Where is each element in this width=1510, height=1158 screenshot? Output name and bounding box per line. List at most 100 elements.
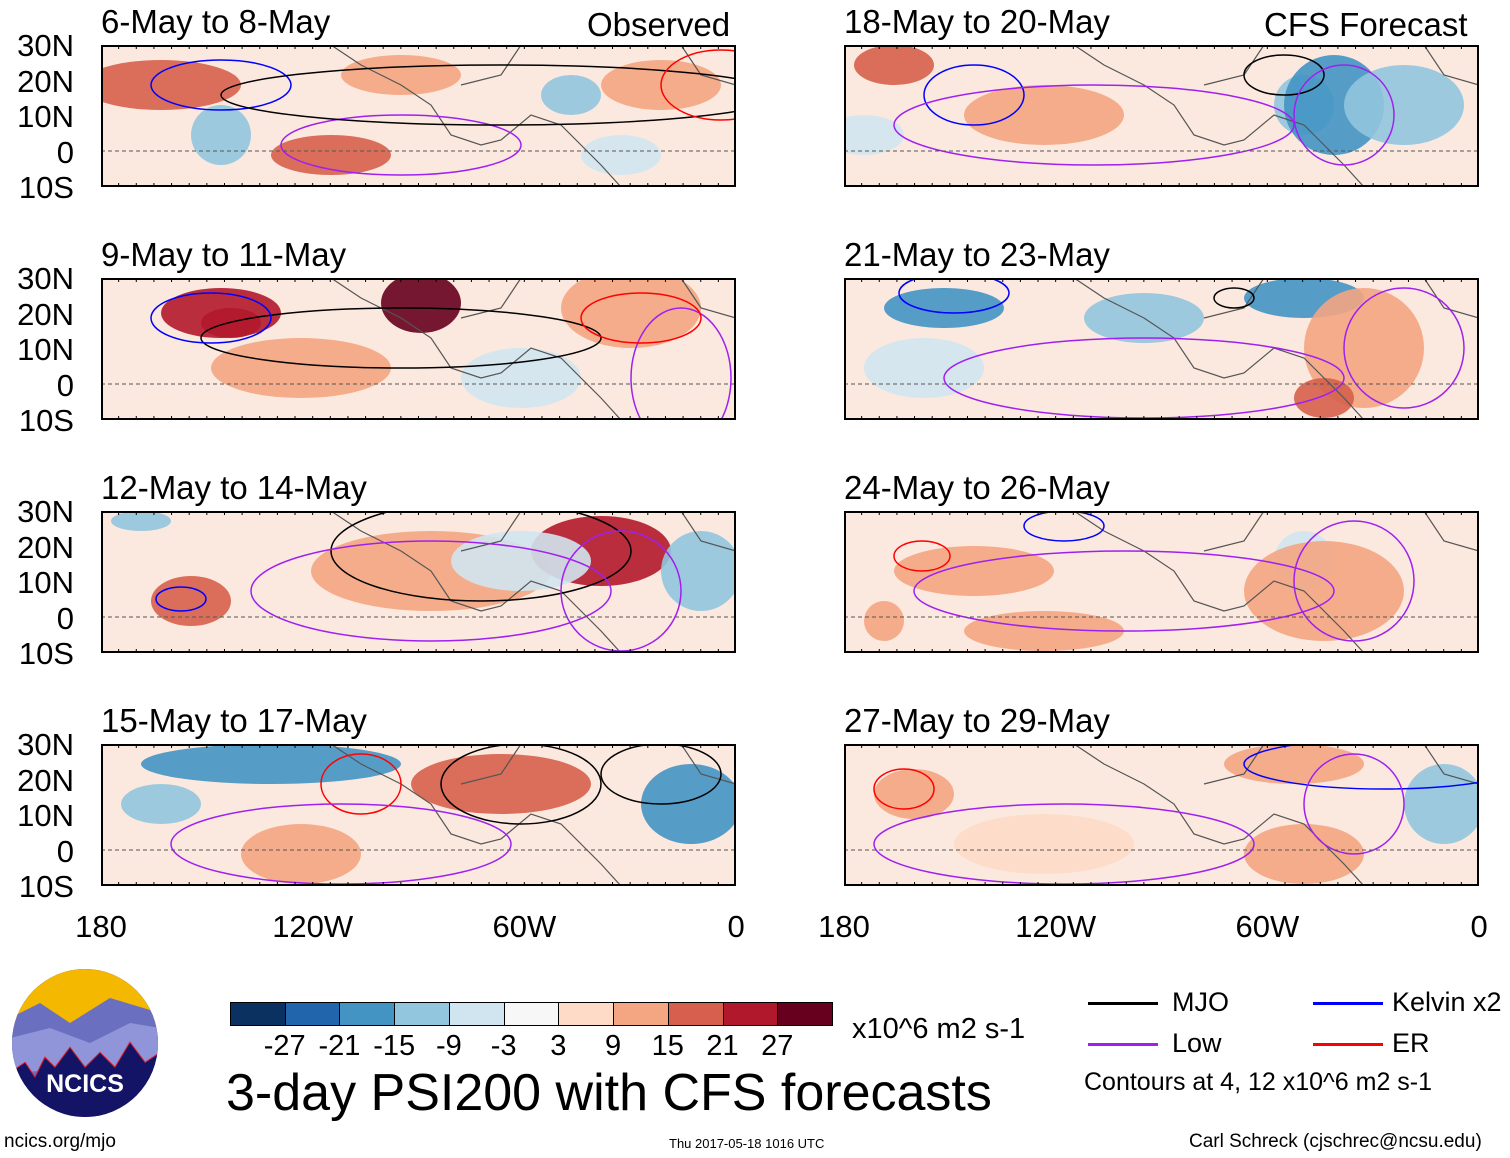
colorbar-swatch	[230, 1002, 286, 1026]
contour-line	[155, 586, 207, 612]
contour-line	[440, 744, 602, 825]
shading-region	[111, 511, 171, 531]
contour-line	[1343, 287, 1465, 409]
coastline	[330, 45, 736, 187]
shading-region	[844, 115, 904, 155]
shading-region	[964, 611, 1124, 651]
colorbar-swatch	[394, 1002, 450, 1026]
colorbar-swatch	[503, 1002, 560, 1026]
contour-line	[630, 307, 732, 420]
contour-line	[923, 64, 1025, 126]
shading-region	[201, 308, 261, 338]
contour-line	[580, 292, 702, 344]
map-panel-left-2	[101, 278, 736, 420]
map-panel-left-3	[101, 511, 736, 653]
contour-line	[893, 540, 951, 572]
shading-region	[641, 764, 736, 844]
shading-region	[241, 824, 361, 884]
x-tick-label: 180	[818, 909, 870, 944]
contour-line	[1243, 744, 1479, 790]
panel-title: 27-May to 29-May	[844, 702, 1110, 739]
coastline	[330, 744, 736, 886]
y-tick-label: 10S	[18, 403, 74, 438]
shading-region	[151, 576, 231, 626]
coastline	[330, 511, 736, 653]
panel-title: 24-May to 26-May	[844, 469, 1110, 506]
colorbar-swatch	[722, 1002, 779, 1026]
x-tick-label: 60W	[1235, 909, 1300, 944]
shading-region	[341, 55, 461, 95]
coastline	[330, 278, 736, 420]
shading-region	[461, 348, 581, 408]
contour-line	[1303, 753, 1405, 855]
y-tick-label: 30N	[17, 28, 74, 63]
colorbar-label: 21	[706, 1030, 739, 1062]
contour-line	[1023, 511, 1105, 542]
contour-line	[220, 64, 736, 126]
contour-line	[1243, 54, 1325, 96]
y-tick-label: 20N	[17, 63, 74, 99]
map-panel-right-2	[844, 278, 1479, 420]
colorbar-swatch	[339, 1002, 396, 1026]
legend-mjo-label: MJO	[1172, 987, 1229, 1017]
colorbar-swatch	[777, 1002, 833, 1026]
legend-er-line	[1313, 1043, 1383, 1046]
shading-region	[541, 75, 601, 115]
colorbar-units: x10^6 m2 s-1	[852, 1013, 1026, 1045]
shading-region	[1304, 288, 1424, 408]
footer-url[interactable]: ncics.org/mjo	[4, 1131, 116, 1152]
contour-line	[150, 292, 272, 344]
y-tick-label: 10S	[18, 636, 74, 671]
shading-region	[1224, 744, 1364, 784]
logo-text: NCICS	[46, 1070, 124, 1098]
colorbar-label: -3	[490, 1030, 517, 1062]
y-tick-label: 10N	[17, 332, 74, 367]
forecast-label: CFS Forecast	[1264, 6, 1468, 43]
contour-line	[1213, 287, 1255, 309]
contour-line	[150, 59, 292, 111]
figure-title: 3-day PSI200 with CFS forecasts	[226, 1064, 992, 1122]
ncics-logo: NCICS	[10, 968, 160, 1118]
colorbar-label: 27	[761, 1030, 794, 1062]
map-panel-right-4	[844, 744, 1479, 886]
panel-title: 21-May to 23-May	[844, 236, 1110, 273]
x-tick-label: 120W	[272, 909, 354, 944]
y-tick-label: 0	[56, 600, 74, 636]
y-tick-label: 10S	[18, 869, 74, 904]
shading-region	[964, 85, 1124, 145]
shading-region	[581, 135, 661, 175]
shading-region	[141, 744, 401, 784]
colorbar-label: 9	[605, 1030, 622, 1062]
shading-region	[1294, 378, 1354, 418]
legend-low-label: Low	[1172, 1028, 1222, 1058]
colorbar-label: -21	[318, 1030, 361, 1062]
shading-region	[381, 278, 461, 333]
shading-region	[101, 60, 241, 110]
shading-region	[884, 288, 1004, 328]
footer-timestamp: Thu 2017-05-18 1016 UTC	[669, 1136, 825, 1151]
x-tick-label: 0	[1470, 909, 1488, 944]
x-tick-label: 60W	[492, 909, 557, 944]
y-tick-label: 10N	[17, 99, 74, 134]
colorbar-label: -9	[436, 1030, 462, 1062]
legend-low-line	[1088, 1043, 1158, 1046]
panel-title: 6-May to 8-May	[101, 3, 331, 40]
shading-region	[894, 546, 1054, 596]
map-panel-left-1	[101, 45, 736, 187]
panel-title: 18-May to 20-May	[844, 3, 1110, 40]
shading-region	[661, 531, 736, 611]
shading-region	[1244, 541, 1404, 641]
colorbar-swatch	[613, 1002, 669, 1026]
colorbar-swatch	[667, 1002, 724, 1026]
legend-er-label: ER	[1392, 1028, 1430, 1058]
contour-line	[600, 744, 722, 805]
contour-line	[200, 307, 602, 369]
map-panel-left-4	[101, 744, 736, 886]
shading-region	[874, 769, 954, 819]
shading-region	[864, 601, 904, 641]
shading-region	[411, 754, 591, 814]
y-tick-label: 10N	[17, 798, 74, 833]
contour-line	[893, 84, 1295, 166]
panel-title: 9-May to 11-May	[101, 236, 347, 273]
y-tick-label: 20N	[17, 296, 74, 332]
